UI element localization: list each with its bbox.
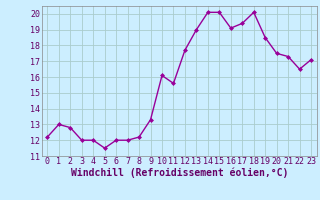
X-axis label: Windchill (Refroidissement éolien,°C): Windchill (Refroidissement éolien,°C) [70,168,288,178]
